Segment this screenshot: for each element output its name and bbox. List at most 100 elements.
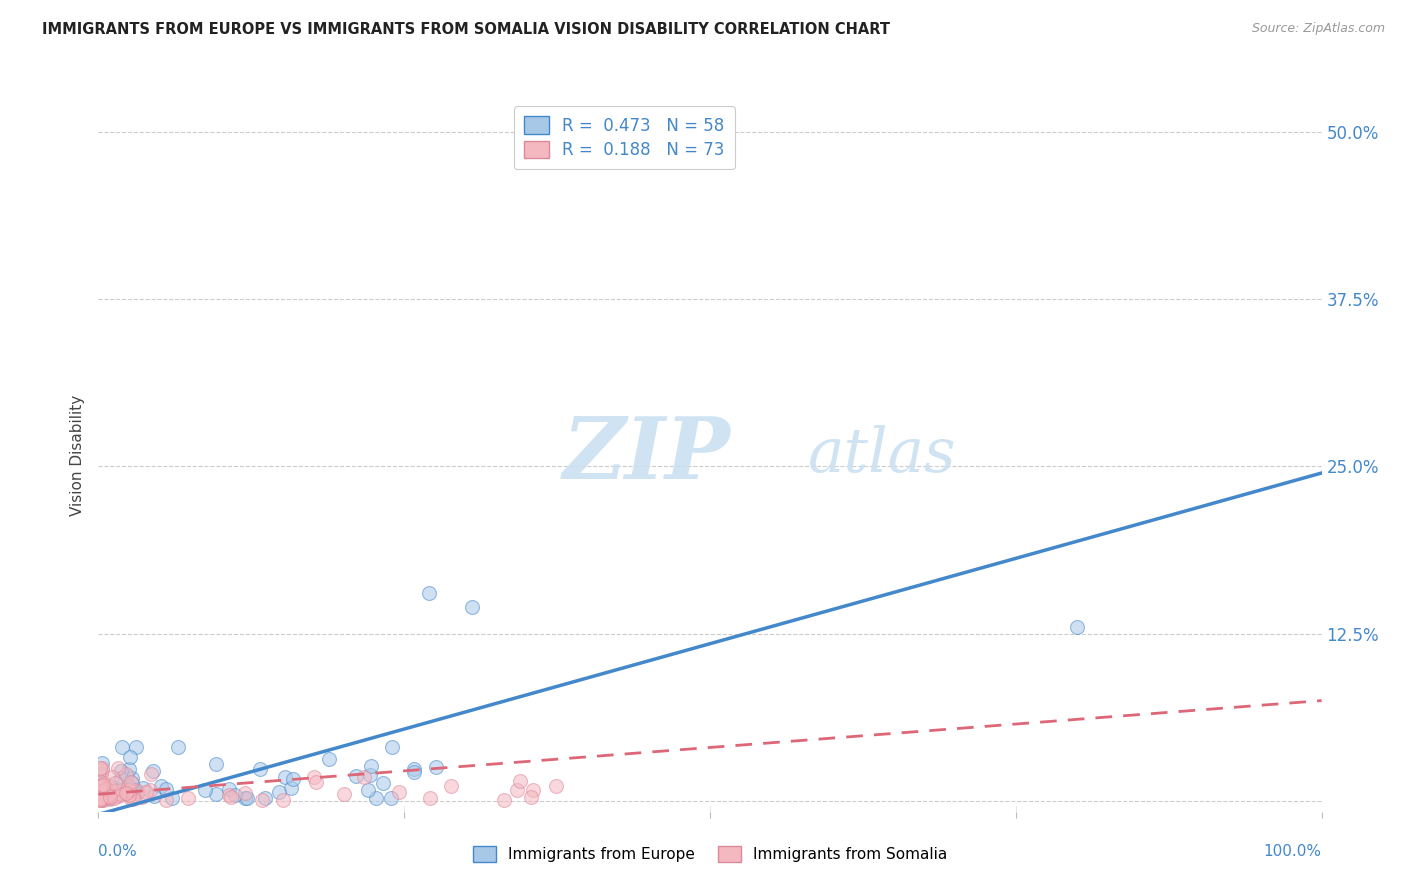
Point: [155, 792, 177, 806]
Point: [114, 786, 136, 800]
Point: [150, 779, 173, 793]
Point: [89, 791, 111, 805]
Point: [91, 788, 114, 802]
Point: [90, 763, 112, 777]
Point: [346, 769, 368, 783]
Point: [115, 766, 138, 780]
Point: [98, 792, 121, 806]
Point: [93, 778, 115, 792]
Point: [121, 771, 143, 785]
Point: [131, 790, 153, 805]
Point: [93, 775, 115, 789]
Point: [357, 783, 380, 797]
Point: [141, 764, 163, 778]
Point: [118, 783, 141, 797]
Point: [118, 762, 141, 776]
Point: [280, 780, 302, 795]
Point: [194, 782, 217, 797]
Point: [318, 752, 340, 766]
Point: [460, 599, 482, 614]
Point: [494, 792, 516, 806]
Point: [274, 770, 297, 784]
Point: [101, 789, 124, 804]
Point: [418, 586, 440, 600]
Point: [104, 789, 127, 803]
Point: [155, 782, 177, 797]
Point: [98, 791, 121, 805]
Point: [111, 740, 134, 755]
Point: [440, 779, 463, 793]
Point: [419, 790, 441, 805]
Text: 100.0%: 100.0%: [1264, 844, 1322, 859]
Point: [283, 772, 305, 787]
Point: [93, 780, 115, 794]
Point: [224, 788, 246, 802]
Point: [107, 789, 129, 803]
Point: [91, 782, 114, 797]
Point: [110, 788, 132, 802]
Point: [359, 768, 381, 782]
Point: [250, 792, 273, 806]
Point: [91, 792, 114, 806]
Point: [89, 792, 111, 806]
Point: [104, 776, 127, 790]
Point: [333, 788, 356, 802]
Point: [233, 791, 256, 805]
Point: [204, 787, 226, 801]
Point: [120, 775, 142, 789]
Point: [509, 773, 531, 788]
Point: [98, 780, 121, 795]
Point: [143, 789, 166, 803]
Point: [402, 765, 425, 780]
Point: [388, 785, 411, 799]
Point: [115, 769, 138, 783]
Point: [162, 791, 184, 805]
Point: [103, 787, 125, 801]
Text: Source: ZipAtlas.com: Source: ZipAtlas.com: [1251, 22, 1385, 36]
Point: [89, 760, 111, 774]
Point: [98, 790, 121, 805]
Point: [1066, 620, 1088, 634]
Point: [544, 779, 567, 793]
Point: [371, 775, 394, 789]
Point: [89, 791, 111, 805]
Point: [233, 786, 256, 800]
Point: [254, 790, 277, 805]
Point: [125, 784, 148, 798]
Legend: Immigrants from Europe, Immigrants from Somalia: Immigrants from Europe, Immigrants from …: [467, 840, 953, 868]
Point: [205, 757, 228, 772]
Point: [90, 792, 112, 806]
Point: [218, 781, 240, 796]
Point: [127, 786, 149, 800]
Point: [135, 785, 157, 799]
Point: [122, 789, 145, 803]
Y-axis label: Vision Disability: Vision Disability: [70, 394, 86, 516]
Text: atlas: atlas: [808, 425, 956, 485]
Point: [117, 787, 139, 801]
Point: [218, 788, 240, 802]
Point: [267, 785, 290, 799]
Point: [94, 781, 117, 796]
Point: [120, 750, 142, 764]
Point: [139, 767, 162, 781]
Point: [91, 791, 114, 805]
Point: [271, 792, 294, 806]
Point: [90, 787, 112, 801]
Point: [380, 791, 402, 805]
Point: [402, 762, 425, 776]
Point: [305, 774, 328, 789]
Point: [90, 760, 112, 774]
Point: [101, 784, 124, 798]
Point: [366, 791, 388, 805]
Point: [91, 791, 114, 805]
Point: [132, 780, 155, 795]
Point: [110, 764, 132, 778]
Point: [522, 783, 544, 797]
Point: [97, 788, 120, 802]
Point: [360, 759, 382, 773]
Point: [117, 779, 139, 793]
Point: [90, 767, 112, 781]
Point: [90, 784, 112, 798]
Point: [302, 770, 325, 784]
Point: [353, 770, 375, 784]
